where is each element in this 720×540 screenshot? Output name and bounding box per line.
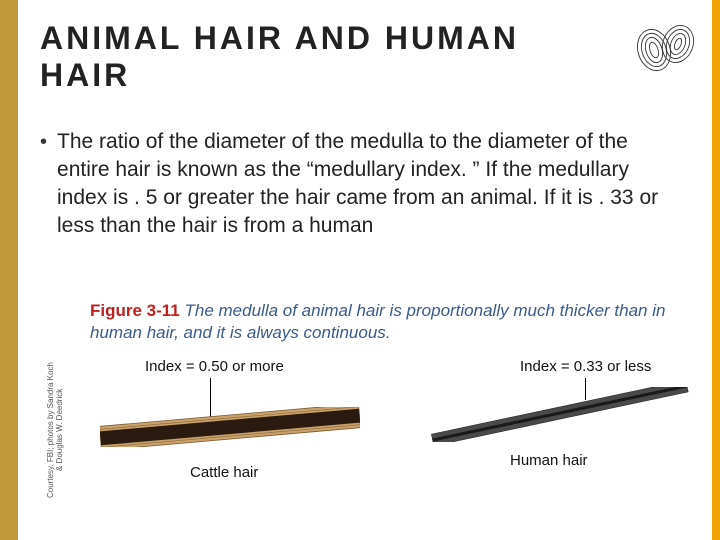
cattle-hair-graphic: [100, 407, 360, 447]
human-index-label: Index = 0.33 or less: [520, 358, 651, 375]
bullet-marker: •: [40, 128, 47, 240]
figure-label: Figure 3-11: [90, 301, 180, 320]
fingerprint-icon: [630, 20, 700, 75]
cattle-index-label: Index = 0.50 or more: [145, 358, 284, 375]
slide-title: ANIMAL HAIR AND HUMAN HAIR: [40, 20, 620, 94]
cattle-hair-label: Cattle hair: [190, 464, 258, 481]
figure-credit: Courtesy, FBI; photos by Sandra Koch & D…: [46, 360, 60, 500]
left-accent-bar: [0, 0, 18, 540]
human-hair-label: Human hair: [510, 452, 588, 469]
right-accent-bar: [712, 0, 720, 540]
figure-3-11: Figure 3-11 The medulla of animal hair i…: [40, 300, 700, 510]
bullet-text: The ratio of the diameter of the medulla…: [57, 128, 660, 240]
human-hair-graphic: [430, 387, 690, 442]
figure-diagram: Index = 0.50 or more Cattle hair Index =…: [90, 352, 690, 502]
title-row: ANIMAL HAIR AND HUMAN HAIR: [40, 20, 700, 94]
slide-content: ANIMAL HAIR AND HUMAN HAIR • The ratio o…: [40, 20, 700, 240]
figure-caption: Figure 3-11 The medulla of animal hair i…: [40, 300, 700, 344]
bullet-block: • The ratio of the diameter of the medul…: [40, 128, 700, 240]
